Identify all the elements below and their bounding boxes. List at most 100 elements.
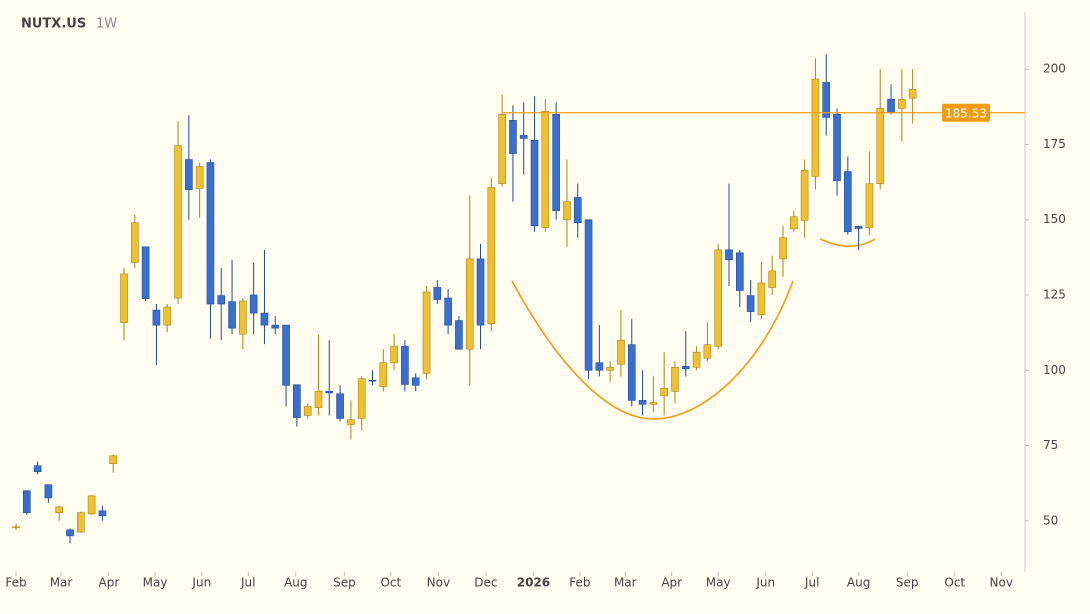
- candle-body: [109, 455, 118, 464]
- candle-body: [606, 366, 614, 371]
- candle-body: [228, 301, 236, 329]
- candle-body: [239, 300, 247, 335]
- y-tick-label: 50: [1043, 513, 1058, 527]
- candle-body: [865, 183, 874, 228]
- price-label-box: [942, 103, 990, 122]
- x-tick-label: Aug: [847, 576, 870, 590]
- candle-body: [379, 362, 388, 387]
- x-tick-label: Dec: [474, 576, 497, 590]
- candle-body: [433, 287, 442, 300]
- candle-body: [649, 402, 658, 405]
- candle-body: [314, 391, 323, 408]
- candle-body: [703, 344, 712, 359]
- y-tick-label: 150: [1043, 212, 1066, 226]
- candle-body: [66, 529, 74, 537]
- candle-body: [401, 345, 409, 385]
- candle-body: [174, 145, 182, 299]
- candle-body: [833, 114, 841, 181]
- x-tick-label: Oct: [944, 576, 965, 590]
- candle-body: [768, 270, 777, 288]
- candle-body: [844, 171, 852, 233]
- candle-body: [217, 295, 226, 305]
- x-tick-label: 2026: [517, 576, 550, 590]
- x-tick-label: Jun: [755, 576, 775, 590]
- candle-body: [390, 345, 398, 364]
- candle-body: [336, 393, 344, 419]
- candle-body: [357, 378, 366, 419]
- candle-body: [98, 510, 107, 516]
- x-tick-label: May: [706, 576, 731, 590]
- candle-body: [692, 351, 701, 368]
- y-tick-label: 200: [1043, 62, 1066, 76]
- candle-body: [790, 216, 798, 230]
- candle-body: [476, 258, 485, 326]
- x-tick-label: Mar: [614, 576, 637, 590]
- candle-body: [325, 391, 334, 394]
- candle-body: [681, 366, 690, 370]
- candle-body: [411, 377, 420, 386]
- candle-body: [87, 495, 96, 515]
- candle-body: [293, 384, 301, 418]
- candle-body: [638, 400, 647, 405]
- candle-body: [908, 89, 917, 99]
- x-tick-label: Nov: [990, 576, 1013, 590]
- y-tick-label: 175: [1043, 137, 1066, 151]
- candle-body: [887, 99, 895, 113]
- candle-body: [444, 297, 452, 326]
- candle-body: [898, 99, 906, 109]
- y-tick-label: 100: [1043, 363, 1066, 377]
- candle-body: [854, 226, 863, 229]
- candle-body: [33, 465, 42, 473]
- candle-body: [757, 282, 766, 315]
- x-tick-label: Sep: [896, 576, 919, 590]
- candle-body: [131, 222, 139, 263]
- candle-body: [671, 366, 679, 392]
- candle-body: [541, 111, 550, 228]
- y-tick-label: 125: [1043, 288, 1066, 302]
- candle-body: [163, 306, 172, 326]
- candle-body: [487, 187, 496, 324]
- candle-body: [282, 324, 290, 386]
- candle-body: [141, 246, 150, 299]
- candle-body: [800, 170, 809, 221]
- candle-body: [120, 273, 128, 324]
- candle-body: [152, 309, 161, 326]
- candle-body: [725, 249, 733, 261]
- x-tick-label: Oct: [380, 576, 401, 590]
- x-tick-label: Apr: [99, 576, 120, 590]
- candle-body: [552, 114, 560, 212]
- chart-subtitle: 1W: [96, 17, 117, 32]
- candle-body: [185, 159, 193, 190]
- x-tick-label: Jul: [804, 576, 819, 590]
- candle-body: [822, 82, 831, 118]
- candle-body: [55, 506, 64, 513]
- x-tick-label: Nov: [427, 576, 450, 590]
- candle-body: [746, 295, 755, 312]
- x-tick-label: Feb: [569, 576, 590, 590]
- candle-body: [260, 312, 269, 326]
- candle-body: [368, 379, 377, 382]
- candle-body: [22, 490, 31, 513]
- candle-body: [206, 162, 215, 305]
- x-tick-label: Apr: [661, 576, 682, 590]
- candle-body: [509, 120, 517, 154]
- candle-body: [519, 135, 528, 139]
- candle-body: [347, 419, 355, 425]
- candle-body: [627, 344, 636, 401]
- x-tick-label: Mar: [50, 576, 73, 590]
- candle-body: [779, 237, 787, 260]
- candle-body: [303, 406, 312, 416]
- cup-pattern: [511, 280, 794, 420]
- x-tick-label: Feb: [5, 576, 26, 590]
- x-tick-label: Aug: [284, 576, 307, 590]
- candle-body: [595, 362, 604, 371]
- candle-body: [660, 388, 668, 397]
- chart-title: NUTX.US: [21, 17, 86, 32]
- candle-body: [714, 249, 722, 347]
- candle-body: [563, 201, 571, 221]
- handle-pattern: [819, 238, 876, 247]
- candle-body: [584, 219, 593, 371]
- x-tick-label: May: [143, 576, 168, 590]
- candle-body: [271, 324, 280, 329]
